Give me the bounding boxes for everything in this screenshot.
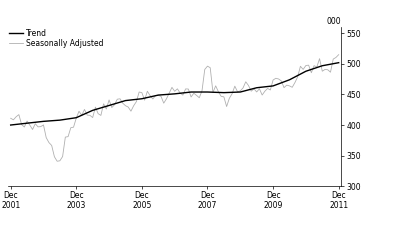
Legend: Trend, Seasonally Adjusted: Trend, Seasonally Adjusted <box>10 29 104 48</box>
Text: 000: 000 <box>327 17 341 26</box>
